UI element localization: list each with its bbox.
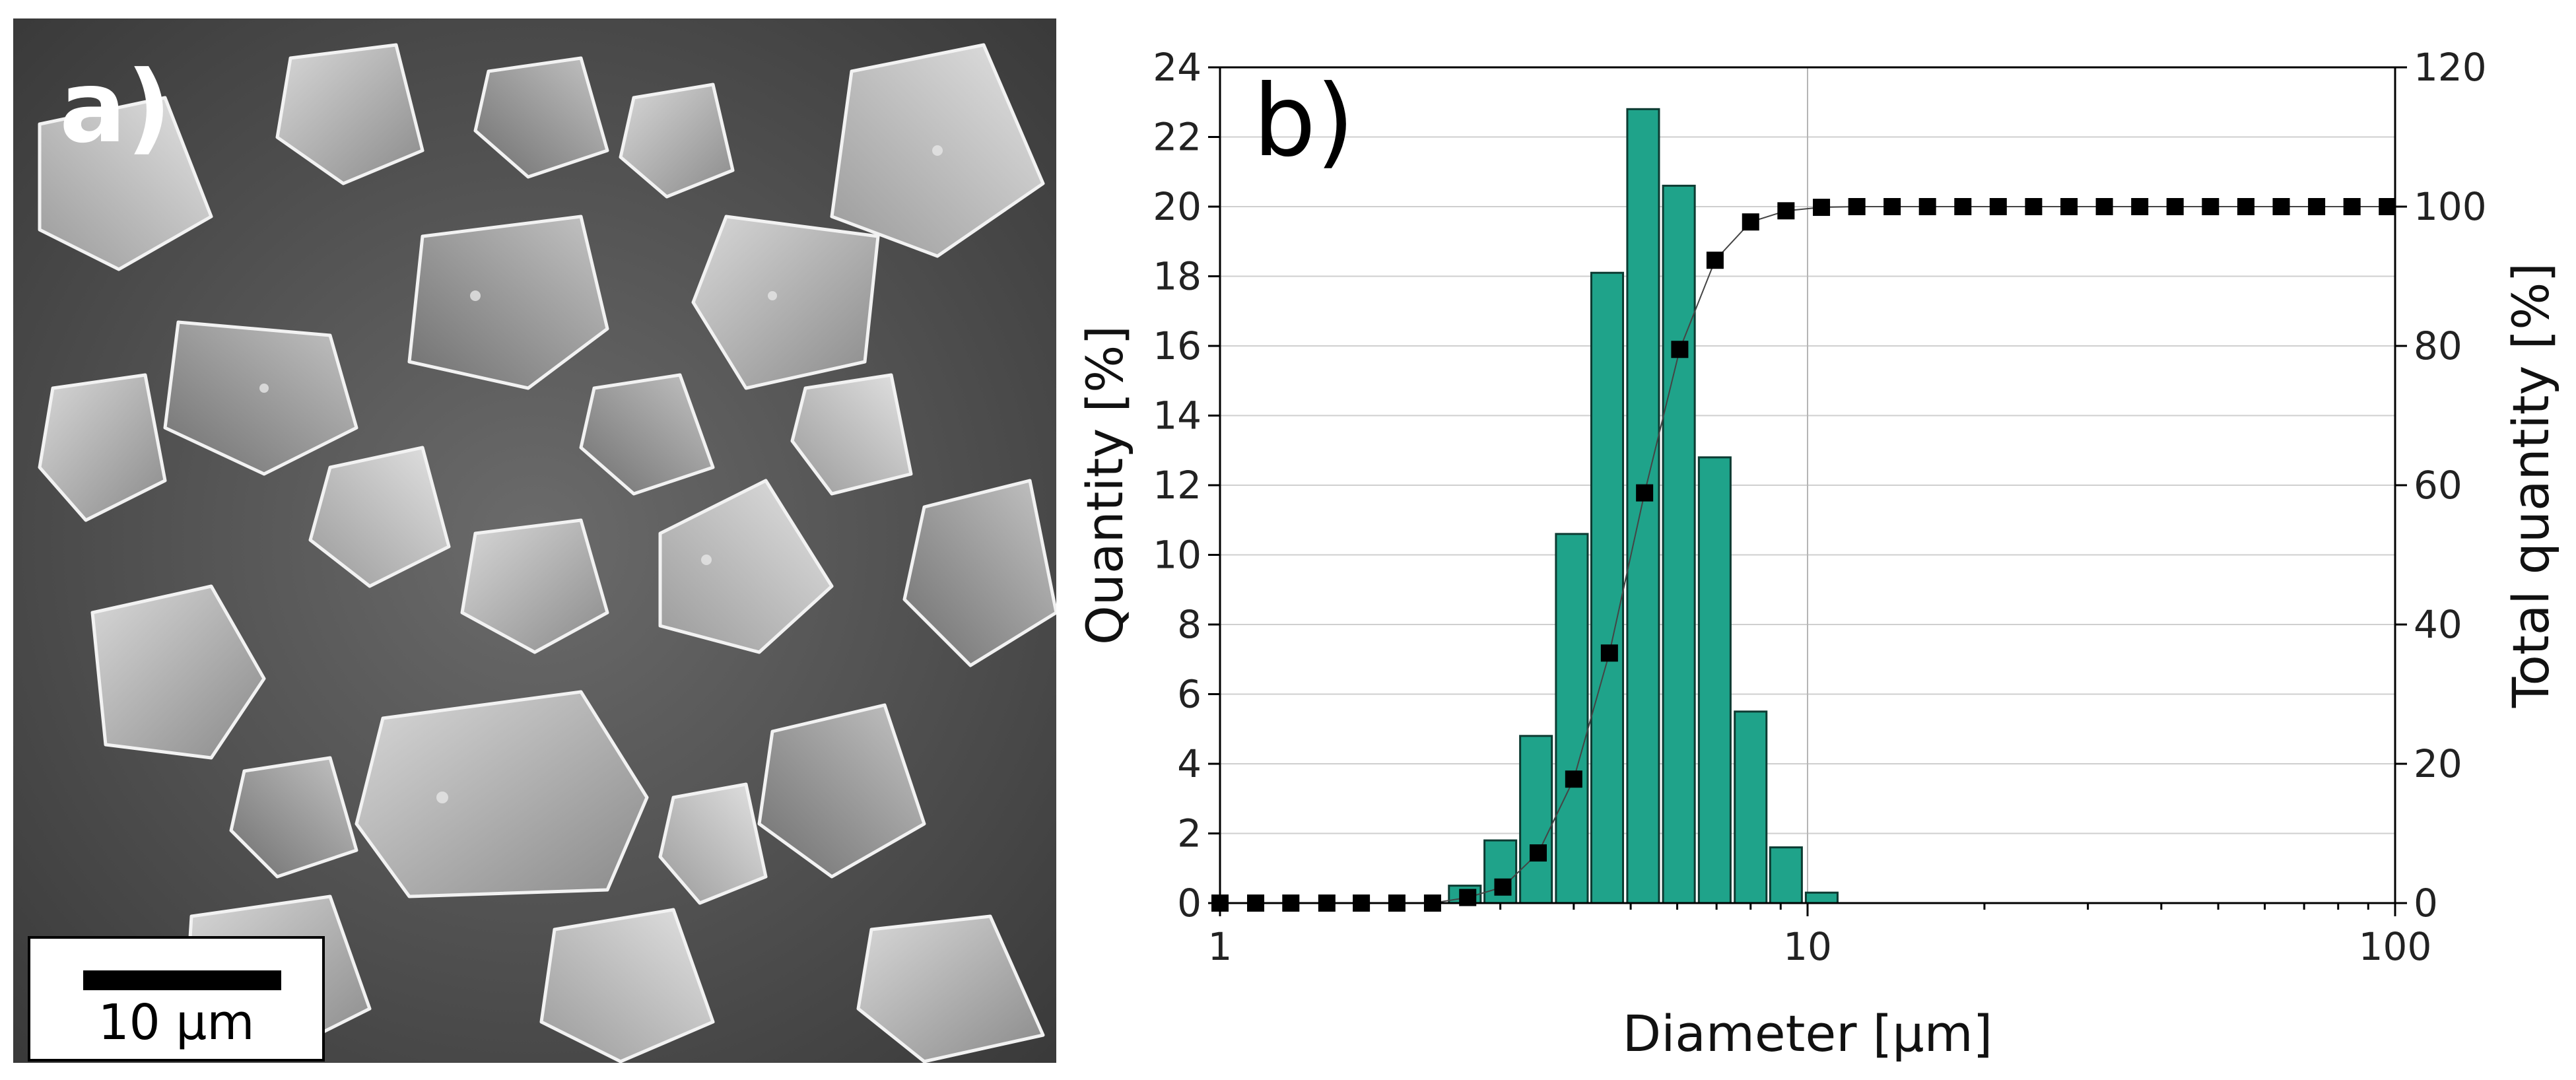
y-tick-label: 6 [1177, 672, 1202, 717]
cumulative-point [1954, 198, 1972, 215]
cumulative-point [1530, 844, 1547, 862]
cumulative-point [1883, 198, 1901, 215]
quantity-bar [1519, 735, 1553, 904]
y-tick-label: 2 [1177, 811, 1202, 856]
y-tick-label: 16 [1153, 323, 1202, 368]
cumulative-point [2237, 198, 2254, 215]
panel-a-label: a) [59, 50, 172, 165]
cumulative-point [2025, 198, 2043, 215]
y-tick-label: 12 [1153, 463, 1202, 508]
y-tick-label: 20 [1153, 184, 1202, 229]
y-tick-label: 14 [1153, 393, 1202, 438]
scale-bar-label: 10 µm [98, 994, 255, 1051]
chart-grid [1220, 67, 2395, 903]
quantity-bar [1662, 184, 1696, 904]
y2-axis-title: Total quantity [%] [2501, 263, 2560, 708]
sem-micrograph: a) 10 µm [13, 18, 1056, 1063]
cumulative-series [1211, 198, 2396, 912]
y-tick-label: 24 [1153, 45, 1202, 90]
quantity-bar [1769, 846, 1803, 904]
cumulative-point [2060, 198, 2078, 215]
cumulative-point [1671, 341, 1689, 358]
cumulative-point [1636, 484, 1654, 502]
panel-b-label: b) [1253, 64, 1355, 179]
quantity-bar [1590, 271, 1625, 904]
quantity-bar [1804, 891, 1839, 904]
quantity-bar [1734, 710, 1768, 904]
x-axis-title: Diameter [µm] [1623, 1004, 1993, 1063]
cumulative-point [1600, 644, 1618, 662]
cumulative-point [1494, 878, 1512, 896]
cumulative-point [2272, 198, 2290, 215]
cumulative-point [2379, 198, 2396, 215]
y-tick-label: 8 [1177, 602, 1202, 647]
cumulative-point [1706, 252, 1724, 269]
cumulative-point [1848, 198, 1866, 215]
x-tick-label: 100 [2359, 924, 2432, 969]
cumulative-point [1813, 199, 1831, 217]
quantity-bar [1697, 456, 1732, 904]
cumulative-point [2343, 198, 2361, 215]
x-tick-label: 1 [1208, 924, 1233, 969]
quantity-bar [1555, 533, 1589, 904]
y2-tick-label: 60 [2414, 463, 2462, 508]
y-tick-label: 10 [1153, 533, 1202, 578]
cumulative-point [2308, 198, 2326, 215]
y2-tick-label: 40 [2414, 602, 2462, 647]
y2-tick-label: 120 [2414, 45, 2487, 90]
cumulative-point [2131, 198, 2149, 215]
scale-bar [83, 970, 281, 990]
y2-tick-label: 80 [2414, 323, 2462, 368]
y2-tick-label: 100 [2414, 184, 2487, 229]
y-tick-label: 22 [1153, 115, 1202, 160]
cumulative-point [2095, 198, 2113, 215]
y2-tick-label: 20 [2414, 741, 2462, 786]
y-tick-label: 18 [1153, 254, 1202, 299]
scale-bar-box: 10 µm [28, 936, 325, 1062]
cumulative-point [2202, 198, 2220, 215]
cumulative-point [1989, 198, 2007, 215]
cumulative-point [1742, 213, 1759, 231]
quantity-bar [1626, 108, 1660, 904]
y-tick-label: 4 [1177, 741, 1202, 786]
cumulative-point [1918, 198, 1936, 215]
chart-bars [1448, 108, 1839, 904]
x-tick-label: 10 [1783, 924, 1832, 969]
cumulative-point [2166, 198, 2184, 215]
y2-tick-label: 0 [2414, 881, 2438, 926]
cumulative-point [1565, 770, 1582, 788]
y-axis-title: Quantity [%] [1075, 325, 1134, 645]
y-tick-label: 0 [1177, 881, 1202, 926]
cumulative-point [1777, 202, 1795, 220]
